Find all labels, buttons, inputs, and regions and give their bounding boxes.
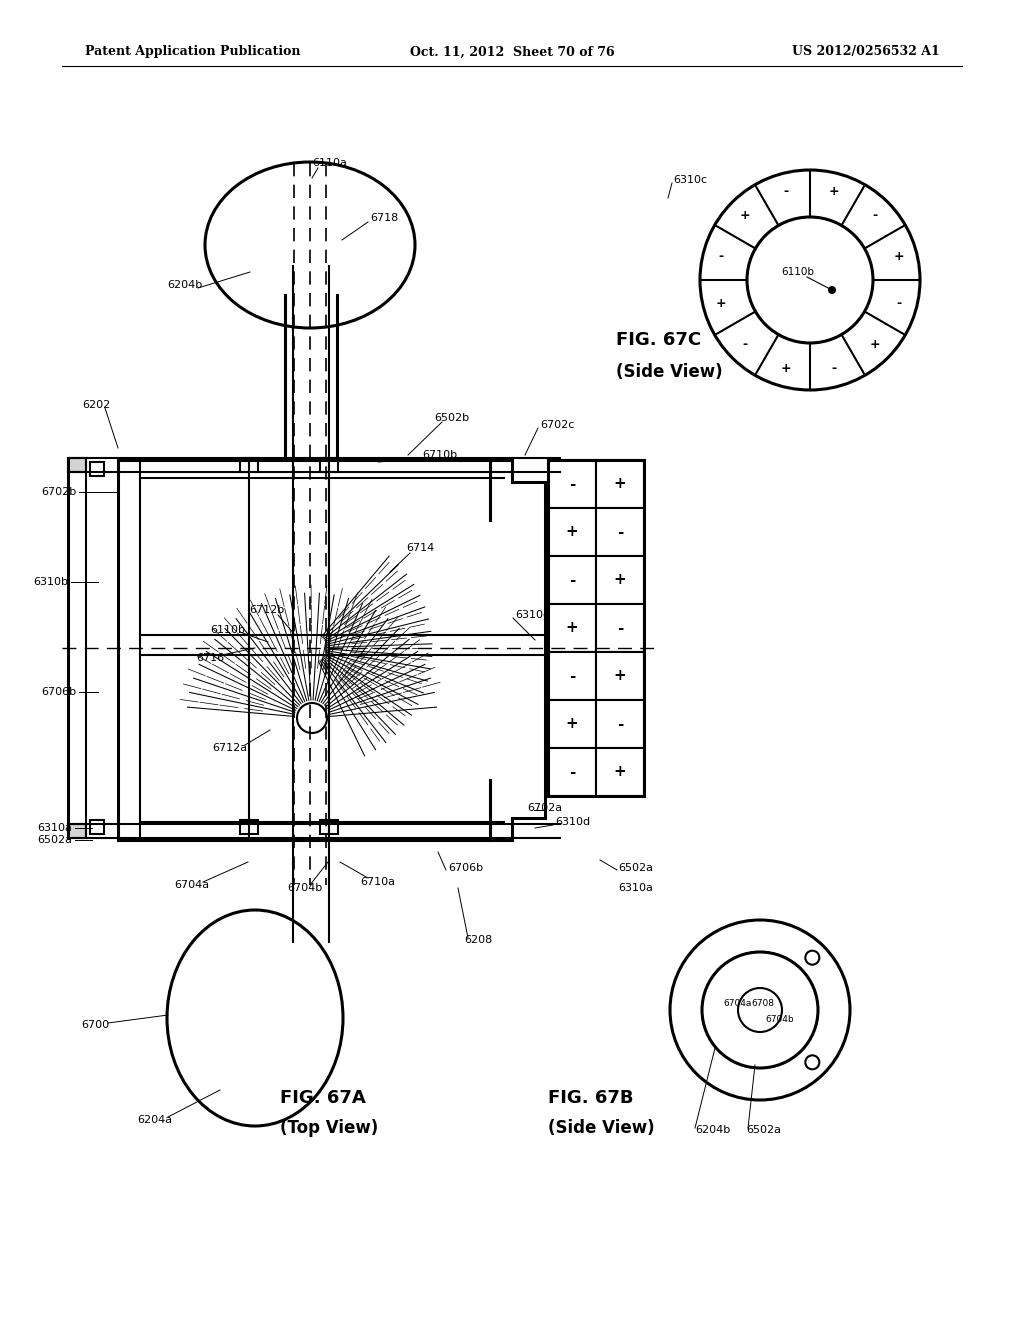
Text: 6704b: 6704b — [766, 1015, 795, 1024]
Text: -: - — [616, 620, 624, 635]
Text: 6704b: 6704b — [288, 883, 323, 894]
Text: +: + — [613, 573, 627, 587]
Text: -: - — [568, 477, 575, 491]
Text: 6704a: 6704a — [724, 999, 753, 1008]
Bar — [596, 605, 644, 652]
Text: 6310c: 6310c — [673, 176, 708, 185]
Text: -: - — [568, 668, 575, 684]
Bar — [548, 556, 596, 605]
Text: 6706b: 6706b — [449, 863, 483, 873]
Text: 6716: 6716 — [196, 653, 224, 663]
Text: 6700: 6700 — [81, 1020, 110, 1030]
Text: 6702c: 6702c — [540, 420, 574, 430]
Text: +: + — [828, 185, 839, 198]
Text: -: - — [872, 209, 878, 222]
Text: 6502a: 6502a — [618, 863, 653, 873]
Bar — [548, 605, 596, 652]
Bar — [596, 459, 644, 508]
Text: -: - — [568, 764, 575, 780]
Text: -: - — [896, 297, 901, 310]
Text: (Side View): (Side View) — [548, 1119, 654, 1137]
Bar — [548, 459, 596, 508]
Text: +: + — [565, 717, 579, 731]
Text: 6704a: 6704a — [174, 880, 210, 890]
Text: +: + — [740, 209, 751, 222]
Bar — [90, 462, 104, 477]
Text: 6502b: 6502b — [434, 413, 470, 422]
Bar — [596, 508, 644, 556]
Bar — [319, 458, 338, 473]
Bar — [68, 458, 86, 473]
Bar — [548, 748, 596, 796]
Text: +: + — [613, 668, 627, 684]
Text: 6502a: 6502a — [37, 836, 72, 845]
Text: 6310a: 6310a — [37, 822, 72, 833]
Bar — [68, 824, 86, 838]
Bar — [319, 820, 338, 834]
Text: 6110b: 6110b — [781, 267, 814, 277]
Bar — [548, 508, 596, 556]
Text: FIG. 67A: FIG. 67A — [280, 1089, 366, 1107]
Bar — [596, 556, 644, 605]
Circle shape — [805, 950, 819, 965]
Text: +: + — [781, 362, 792, 375]
Text: 6710a: 6710a — [360, 876, 395, 887]
Bar — [90, 820, 104, 834]
Bar — [548, 652, 596, 700]
Text: 6310b: 6310b — [33, 577, 68, 587]
Text: 6708: 6708 — [752, 999, 774, 1008]
Text: 6502a: 6502a — [746, 1125, 781, 1135]
Text: 6204b: 6204b — [167, 280, 203, 290]
Text: 6208: 6208 — [464, 935, 493, 945]
Bar — [240, 820, 258, 834]
Text: +: + — [613, 764, 627, 780]
Text: 6310c: 6310c — [515, 610, 549, 620]
Text: +: + — [565, 620, 579, 635]
Text: 6702a: 6702a — [527, 803, 562, 813]
Bar — [596, 652, 644, 700]
Text: 6712b: 6712b — [250, 605, 285, 615]
Text: FIG. 67B: FIG. 67B — [548, 1089, 634, 1107]
Text: (Top View): (Top View) — [280, 1119, 378, 1137]
Text: 6310a: 6310a — [618, 883, 653, 894]
Bar — [548, 700, 596, 748]
Bar — [596, 748, 644, 796]
Text: 6310d: 6310d — [555, 817, 590, 828]
Text: (Side View): (Side View) — [616, 363, 723, 381]
Text: 6110b: 6110b — [211, 624, 246, 635]
Text: 6702b: 6702b — [41, 487, 76, 498]
Text: Oct. 11, 2012  Sheet 70 of 76: Oct. 11, 2012 Sheet 70 of 76 — [410, 45, 614, 58]
Text: -: - — [742, 338, 748, 351]
Text: 6710b: 6710b — [423, 450, 458, 459]
Text: 6202: 6202 — [82, 400, 111, 411]
Text: Patent Application Publication: Patent Application Publication — [85, 45, 300, 58]
Text: 6718: 6718 — [370, 213, 398, 223]
Bar — [548, 459, 644, 796]
Text: -: - — [783, 185, 788, 198]
Text: -: - — [831, 362, 837, 375]
Circle shape — [805, 1055, 819, 1069]
Bar — [240, 458, 258, 473]
Text: 6712a: 6712a — [212, 743, 248, 752]
Text: US 2012/0256532 A1: US 2012/0256532 A1 — [793, 45, 940, 58]
Bar — [596, 700, 644, 748]
Text: -: - — [568, 573, 575, 587]
Text: +: + — [565, 524, 579, 540]
Text: 6204b: 6204b — [695, 1125, 730, 1135]
Text: +: + — [716, 297, 727, 310]
Text: -: - — [616, 524, 624, 540]
Text: +: + — [869, 338, 881, 351]
Circle shape — [828, 286, 836, 294]
Text: -: - — [719, 249, 724, 263]
Text: +: + — [893, 249, 904, 263]
Text: FIG. 67C: FIG. 67C — [616, 331, 701, 348]
Text: 6110a: 6110a — [312, 158, 347, 168]
Text: 6714: 6714 — [406, 543, 434, 553]
Text: 6706b: 6706b — [41, 686, 76, 697]
Text: -: - — [616, 717, 624, 731]
Text: +: + — [613, 477, 627, 491]
Text: 6204a: 6204a — [137, 1115, 173, 1125]
